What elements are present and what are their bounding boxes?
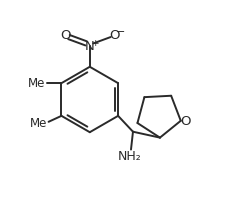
Text: +: + (91, 38, 98, 47)
Text: O: O (109, 29, 119, 42)
Text: Me: Me (30, 116, 48, 129)
Text: N: N (85, 40, 95, 53)
Text: −: − (115, 26, 125, 36)
Text: O: O (60, 29, 70, 42)
Text: NH₂: NH₂ (118, 149, 142, 162)
Text: O: O (181, 115, 191, 128)
Text: Me: Me (28, 77, 46, 90)
